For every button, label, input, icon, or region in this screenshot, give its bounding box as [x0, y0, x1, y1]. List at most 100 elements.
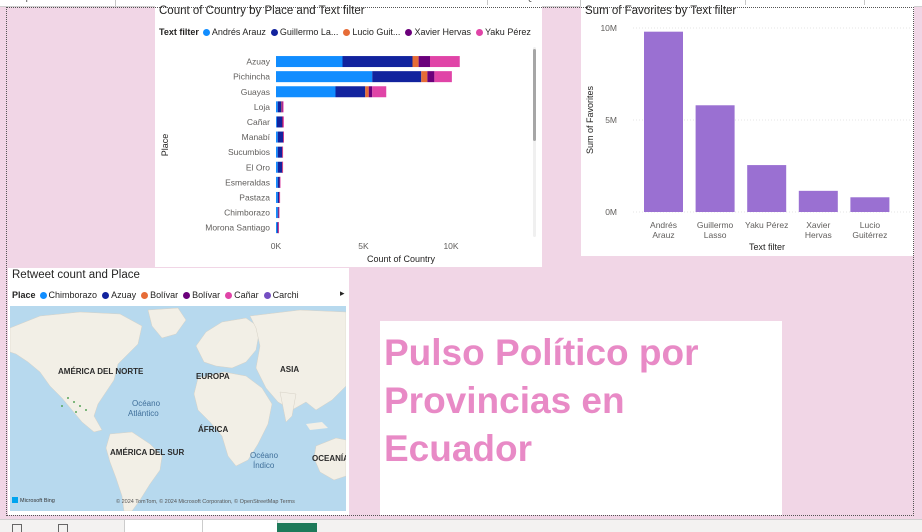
- land-north-america: [10, 311, 143, 433]
- bar-segment[interactable]: [277, 161, 283, 173]
- column-bar[interactable]: [747, 165, 787, 212]
- bar-legend-item[interactable]: Xavier Hervas: [405, 27, 471, 37]
- bar-chart-visual[interactable]: Count of Country by Place and Text filte…: [155, 5, 542, 267]
- map-legend-item[interactable]: Bolívar: [183, 290, 220, 300]
- bar-segment[interactable]: [276, 176, 278, 188]
- bar-segment[interactable]: [282, 101, 284, 113]
- legend-dot-icon: [102, 292, 110, 299]
- bar-segment[interactable]: [368, 86, 373, 98]
- map-label-europe: EUROPA: [196, 372, 230, 381]
- x-tick-label: Lasso: [704, 230, 727, 240]
- bar-segment[interactable]: [372, 86, 387, 98]
- map-legend-item[interactable]: Chimborazo: [39, 290, 98, 300]
- data-view-icon[interactable]: [58, 524, 68, 532]
- bar-segment[interactable]: [335, 86, 366, 98]
- bar-segment[interactable]: [276, 207, 278, 219]
- bar-segment[interactable]: [276, 56, 343, 68]
- bar-segment[interactable]: [283, 116, 284, 128]
- page-view-icon[interactable]: [12, 524, 22, 532]
- bar-segment[interactable]: [281, 101, 282, 113]
- bar-segment[interactable]: [276, 116, 283, 128]
- ribbon-queries[interactable]: Queries: [525, 0, 560, 3]
- land-australia: [313, 437, 346, 481]
- page-tab[interactable]: [124, 520, 204, 532]
- bar-segment[interactable]: [412, 56, 419, 68]
- title-textbox[interactable]: Pulso Político por Provincias en Ecuador: [380, 321, 782, 515]
- map-label-atlantic-1: Océano: [132, 399, 161, 408]
- bar-chart-legend: Text filter Andrés Arauz Guillermo La... Lu…: [159, 27, 536, 37]
- bar-segment[interactable]: [281, 101, 283, 113]
- bar-segment[interactable]: [365, 86, 369, 98]
- column-bar[interactable]: [695, 105, 735, 212]
- map-legend-item[interactable]: Cañar: [225, 290, 259, 300]
- legend-label: Chimborazo: [48, 290, 98, 300]
- bar-segment[interactable]: [427, 71, 435, 83]
- column-bar[interactable]: [644, 31, 683, 213]
- y-tick-label: Loja: [254, 102, 270, 112]
- bar-segment[interactable]: [277, 191, 280, 203]
- y-axis-title: Sum of Favorites: [585, 85, 595, 154]
- bar-legend-item[interactable]: Yaku Pérez: [475, 27, 531, 37]
- bar-segment[interactable]: [276, 222, 278, 234]
- bar-chart-scrollbar-thumb[interactable]: [533, 49, 536, 141]
- map-visual[interactable]: Retweet count and Place Place Chimborazo A…: [8, 268, 349, 515]
- bar-segment[interactable]: [283, 131, 284, 143]
- bar-segment[interactable]: [276, 71, 373, 83]
- land-europe: [195, 317, 261, 369]
- bar-segment[interactable]: [372, 71, 422, 83]
- bar-segment[interactable]: [276, 131, 278, 143]
- bar-segment[interactable]: [434, 71, 452, 83]
- legend-label: Xavier Hervas: [414, 27, 471, 37]
- column-bar[interactable]: [850, 197, 890, 212]
- map-label-oceania: OCEANÍA: [312, 454, 346, 463]
- legend-label: Carchi: [272, 290, 299, 300]
- x-tick-label: Guillermo: [697, 220, 734, 230]
- bar-segment[interactable]: [277, 176, 280, 188]
- bar-segment[interactable]: [276, 191, 278, 203]
- bar-segment[interactable]: [282, 146, 284, 158]
- bar-segment[interactable]: [277, 131, 283, 143]
- world-map[interactable]: AMÉRICA DEL NORTE EUROPA ASIA Océano Atl…: [10, 306, 346, 511]
- bar-segment[interactable]: [277, 207, 279, 219]
- y-tick-label: Manabí: [242, 132, 271, 142]
- x-tick-label: 5K: [358, 241, 369, 251]
- bar-segment[interactable]: [418, 56, 430, 68]
- land-asia: [249, 309, 346, 411]
- bar-segment[interactable]: [277, 101, 282, 113]
- bar-legend-item[interactable]: Andrés Arauz: [202, 27, 266, 37]
- ribbon-calculations[interactable]: Calculations: [782, 0, 836, 3]
- bar-segment[interactable]: [276, 161, 278, 173]
- bar-legend-item[interactable]: Lucio Guit...: [343, 27, 400, 37]
- map-legend-item[interactable]: Azuay: [102, 290, 136, 300]
- bar-segment[interactable]: [276, 116, 277, 128]
- bar-segment[interactable]: [277, 146, 283, 158]
- column-chart-visual[interactable]: Sum of Favorites by Text filter 0M 5M 10M A…: [581, 5, 914, 256]
- land-greenland: [147, 307, 187, 339]
- add-page-button[interactable]: [277, 523, 317, 532]
- ribbon-insert[interactable]: Insert: [662, 0, 687, 3]
- bar-segment[interactable]: [342, 56, 413, 68]
- bar-segment[interactable]: [276, 146, 278, 158]
- column-bar[interactable]: [798, 190, 838, 212]
- legend-more-icon[interactable]: ▸: [340, 288, 345, 298]
- bar-segment[interactable]: [279, 191, 281, 203]
- map-attribution[interactable]: © 2024 TomTom, © 2024 Microsoft Corporat…: [116, 499, 295, 505]
- map-legend-item[interactable]: Carchi: [263, 290, 299, 300]
- ribbon-clipboard[interactable]: Clipboard: [14, 0, 57, 3]
- bar-segment[interactable]: [279, 176, 281, 188]
- bar-segment[interactable]: [276, 86, 336, 98]
- bar-segment[interactable]: [276, 101, 278, 113]
- ribbon-data[interactable]: Data: [290, 0, 311, 3]
- x-tick-label: Arauz: [652, 230, 674, 240]
- bar-segment[interactable]: [421, 71, 428, 83]
- bar-segment[interactable]: [282, 161, 284, 173]
- ribbon-sensitivity[interactable]: Sensitiv: [880, 0, 915, 3]
- page-tab-2[interactable]: [202, 520, 278, 532]
- map-legend-item[interactable]: Bolívar: [141, 290, 178, 300]
- bar-segment[interactable]: [430, 56, 460, 68]
- bar-legend-item[interactable]: Guillermo La...: [270, 27, 338, 37]
- bar-segment[interactable]: [277, 222, 278, 234]
- bar-segment[interactable]: [278, 222, 279, 234]
- bar-segment[interactable]: [282, 116, 283, 128]
- bar-segment[interactable]: [278, 207, 280, 219]
